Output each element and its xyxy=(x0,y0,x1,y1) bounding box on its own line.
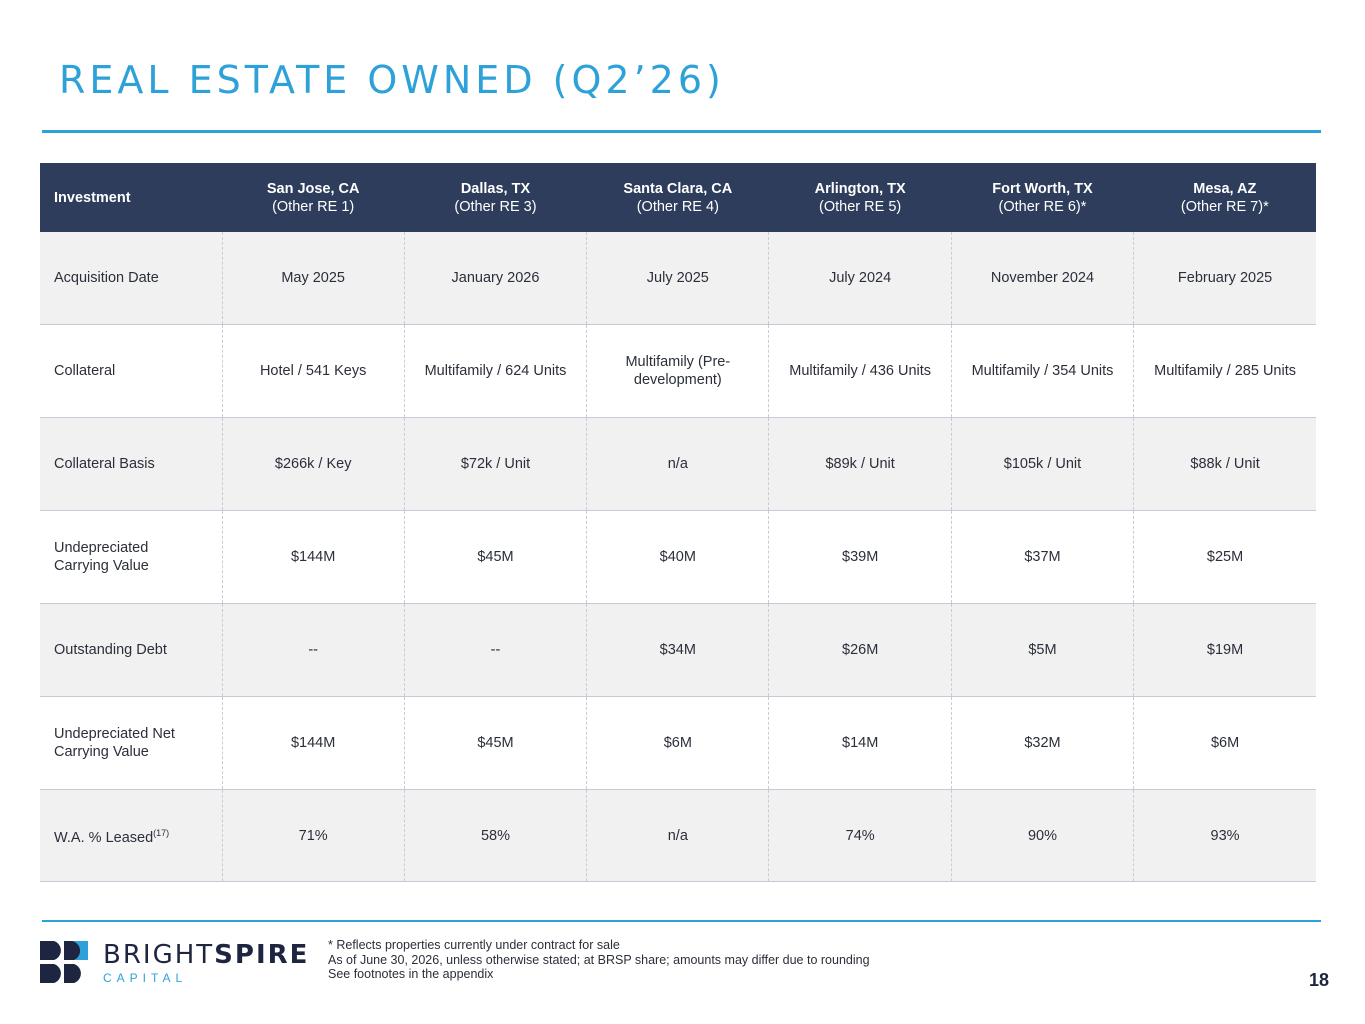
brand-subtitle: CAPITAL xyxy=(103,971,188,985)
footnote-line: As of June 30, 2026, unless otherwise st… xyxy=(328,952,870,967)
table-cell: $32M xyxy=(950,696,1134,790)
table-cell: 58% xyxy=(403,789,587,882)
table-cell: $37M xyxy=(950,510,1134,604)
table-cell: -- xyxy=(221,603,405,697)
column-header: Mesa, AZ (Other RE 7)* xyxy=(1133,163,1316,232)
table-cell: $40M xyxy=(586,510,769,604)
table-cell: $25M xyxy=(1133,510,1316,604)
table-row: Undepreciated Net Carrying Value $144M $… xyxy=(40,696,1316,790)
table-cell: 71% xyxy=(221,789,405,882)
table-cell: $89k / Unit xyxy=(768,417,952,511)
column-header-city: Arlington, TX xyxy=(814,180,906,197)
column-header-city: Mesa, AZ xyxy=(1193,180,1257,197)
row-label: Acquisition Date xyxy=(40,232,222,325)
footnote-line: See footnotes in the appendix xyxy=(328,967,494,981)
table-cell: $45M xyxy=(403,510,587,604)
page-title: REAL ESTATE OWNED (Q2’26) xyxy=(59,58,725,102)
table-cell: Multifamily / 285 Units xyxy=(1133,324,1316,418)
table-cell: Multifamily / 436 Units xyxy=(768,324,952,418)
column-header-tag: (Other RE 7)* xyxy=(1180,198,1269,215)
table-row: Undepreciated Carrying Value $144M $45M … xyxy=(40,510,1316,604)
table-cell: $34M xyxy=(586,603,769,697)
table-row: Outstanding Debt -- -- $34M $26M $5M $19… xyxy=(40,603,1316,697)
row-label: Undepreciated Net Carrying Value xyxy=(40,696,222,790)
table-cell: $14M xyxy=(768,696,952,790)
footnote-line: * Reflects properties currently under co… xyxy=(328,938,620,952)
table-cell: July 2024 xyxy=(768,232,952,325)
footer-divider xyxy=(42,920,1321,922)
table-cell: May 2025 xyxy=(221,232,405,325)
table-cell: $39M xyxy=(768,510,952,604)
table-cell: $26M xyxy=(768,603,952,697)
table-row: Collateral Hotel / 541 Keys Multifamily … xyxy=(40,324,1316,418)
table-cell: $45M xyxy=(403,696,587,790)
table-cell: February 2025 xyxy=(1133,232,1316,325)
table-cell: Multifamily / 624 Units xyxy=(403,324,587,418)
table-cell: Multifamily (Pre-development) xyxy=(586,324,769,418)
table-cell: n/a xyxy=(586,417,769,511)
column-header: Santa Clara, CA (Other RE 4) xyxy=(586,163,769,232)
table-row: Collateral Basis $266k / Key $72k / Unit… xyxy=(40,417,1316,511)
table-row: Acquisition Date May 2025 January 2026 J… xyxy=(40,232,1316,325)
table-cell: $5M xyxy=(950,603,1134,697)
column-header-tag: (Other RE 6)* xyxy=(998,198,1087,215)
footnotes: * Reflects properties currently under co… xyxy=(328,938,870,982)
table-cell: July 2025 xyxy=(586,232,769,325)
column-header-city: San Jose, CA xyxy=(266,180,360,197)
table-cell: $266k / Key xyxy=(221,417,405,511)
column-header-investment: Investment xyxy=(40,163,222,232)
footnote-marker: (17) xyxy=(153,828,170,839)
table-cell: 74% xyxy=(768,789,952,882)
table-header-row: Investment San Jose, CA (Other RE 1) Dall… xyxy=(40,163,1316,232)
table-row: W.A. % Leased(17) 71% 58% n/a 74% 90% 93… xyxy=(40,789,1316,882)
table-cell: $72k / Unit xyxy=(403,417,587,511)
brand-name-bold: SPIRE xyxy=(214,940,310,970)
brand-name-light: BRIGHT xyxy=(103,940,215,970)
table-cell: Hotel / 541 Keys xyxy=(221,324,405,418)
column-header: Arlington, TX (Other RE 5) xyxy=(768,163,952,232)
title-divider xyxy=(42,130,1321,133)
row-label: Outstanding Debt xyxy=(40,603,222,697)
table-cell: January 2026 xyxy=(403,232,587,325)
column-header: San Jose, CA (Other RE 1) xyxy=(222,163,405,232)
row-label: Collateral xyxy=(40,324,222,418)
table-cell: Multifamily / 354 Units xyxy=(950,324,1134,418)
page-number: 18 xyxy=(1308,970,1329,990)
column-header: Dallas, TX (Other RE 3) xyxy=(404,163,587,232)
row-label: Collateral Basis xyxy=(40,417,222,511)
table-cell: $19M xyxy=(1133,603,1316,697)
column-header-city: Fort Worth, TX xyxy=(992,180,1093,197)
brightspire-logo-mark-icon xyxy=(40,941,88,983)
table-cell: 93% xyxy=(1133,789,1316,882)
table-cell: $144M xyxy=(221,510,405,604)
table-cell: $144M xyxy=(221,696,405,790)
column-header-tag: (Other RE 5) xyxy=(819,198,902,215)
table-cell: $105k / Unit xyxy=(950,417,1134,511)
column-header-tag: (Other RE 4) xyxy=(636,198,719,215)
table-cell: $88k / Unit xyxy=(1133,417,1316,511)
column-header: Fort Worth, TX (Other RE 6)* xyxy=(951,163,1134,232)
real-estate-owned-table: Investment San Jose, CA (Other RE 1) Dall… xyxy=(40,163,1316,882)
table-cell: $6M xyxy=(1133,696,1316,790)
column-header-tag: (Other RE 3) xyxy=(454,198,537,215)
table-cell: $6M xyxy=(586,696,769,790)
table-cell: November 2024 xyxy=(950,232,1134,325)
table-cell: n/a xyxy=(586,789,769,882)
column-header-city: Santa Clara, CA xyxy=(623,180,733,197)
row-label: W.A. % Leased xyxy=(54,829,154,846)
row-label: Undepreciated Carrying Value xyxy=(40,510,222,604)
column-header-tag: (Other RE 1) xyxy=(272,198,355,215)
row-label-cell: W.A. % Leased(17) xyxy=(40,789,222,882)
column-header-city: Dallas, TX xyxy=(460,180,531,197)
table-cell: -- xyxy=(403,603,587,697)
brand-wordmark: BRIGHTSPIRE CAPITAL xyxy=(103,940,309,985)
table-cell: 90% xyxy=(950,789,1134,882)
